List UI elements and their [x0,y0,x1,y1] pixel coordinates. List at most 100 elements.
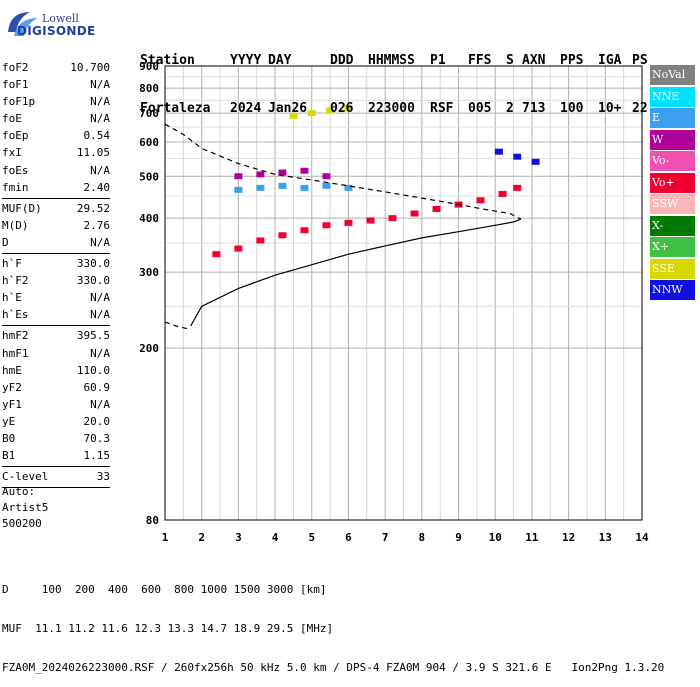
header-label: AXN [522,53,546,68]
param-row: foF1 N/A [2,76,110,93]
legend-item: X- [650,215,695,236]
header-value: 2024 [230,101,262,116]
param-row: C-level 33 [2,468,110,485]
density-profiles [164,123,522,330]
x-tick-label: 11 [525,531,539,544]
footer-file-info: FZA0M_2024026223000.RSF / 260fx256h 50 k… [2,661,665,674]
footer-muf-row: MUF 11.1 11.2 11.6 12.3 13.3 14.7 18.9 2… [2,622,334,635]
param-name: B1 [2,449,16,463]
echo-point [498,190,507,197]
header-label: PS [632,53,648,68]
profile-line-solid [190,218,522,327]
param-name: B0 [2,431,16,445]
echo-point [278,182,287,189]
param-name: fmin [2,180,29,194]
param-value: 110.0 [76,363,110,377]
echo-trace [494,148,540,165]
polarization-legend: NoVal NNE E W Vo- Vo+ SSW X- X+ SSE NNW [650,65,695,302]
echo-point [344,184,353,191]
param-row: foE N/A [2,110,110,127]
param-value: N/A [90,291,110,305]
param-row: foF1p N/A [2,93,110,110]
echo-point [307,110,316,117]
header-value: 22 [632,101,648,116]
param-row: MUF(D) 29.52 [2,200,110,217]
echo-point [278,232,287,239]
x-tick-label: 5 [308,531,315,544]
header-values-row: Fortaleza 2024 Jan26 026 223000 RSF 005 2 713 100… [140,101,656,117]
auto-version: 500200 [2,517,42,530]
echo-point [344,219,353,226]
echo-point [278,169,287,176]
echo-point [289,112,298,119]
header-label: Station [140,53,195,68]
echo-point [322,182,331,189]
param-value: 11.05 [76,146,110,160]
echo-point [256,171,265,178]
header-value: 2 [506,101,514,116]
param-row: h`F2 330.0 [2,272,110,289]
param-row: B1 1.15 [2,447,110,464]
param-row: foEs N/A [2,162,110,179]
param-name: yF1 [2,397,22,411]
param-value: 10.700 [70,61,110,74]
echo-point [344,104,353,111]
header-label: PPS [560,53,584,68]
echo-point [212,251,221,258]
footer-distance-row: D 100 200 400 600 800 1000 1500 3000 [km… [2,583,327,596]
echo-trace [234,167,331,180]
legend-item: E [650,108,695,128]
grid-lines [164,65,643,521]
echo-point [476,197,485,204]
legend-item: X+ [650,237,695,257]
y-tick-label: 200 [139,342,159,355]
legend-item: NNE [650,86,695,107]
header-value: Fortaleza [140,101,211,116]
scaled-parameters-panel: foF2 10.700 foF1 N/A foF1p N/A foE N/A foEp 0.54 f… [2,59,110,489]
param-value: 395.5 [76,329,110,343]
param-name: MUF(D) [2,201,42,215]
legend-item: W [650,129,695,150]
echo-point [234,173,243,180]
param-name: foEp [2,129,29,143]
header-label: DDD [330,53,354,68]
y-tick-label: 700 [139,107,159,120]
param-row: fmin 2.40 [2,179,110,196]
param-row: hmF2 395.5 [2,327,110,344]
header-label: IGA [598,53,622,68]
header-value: 005 [468,101,492,116]
echo-point [300,184,309,191]
echo-point [432,205,441,212]
x-tick-label: 2 [198,531,205,544]
param-row: foEp 0.54 [2,127,110,144]
param-name: hmE [2,363,22,377]
param-row: h`F 330.0 [2,255,110,272]
header-label: DAY [268,53,292,68]
profile-line-dashed [164,123,522,220]
param-name: D [2,235,9,249]
param-row: h`E N/A [2,289,110,306]
param-value: N/A [90,346,110,360]
param-row: B0 70.3 [2,430,110,447]
param-value: 1.15 [83,449,111,463]
echo-trace [234,182,353,193]
header-label: FFS [468,53,492,68]
param-value: N/A [90,95,110,109]
legend-item: SSW [650,194,695,214]
x-tick-label: 10 [489,531,502,544]
param-value: 33 [96,470,110,484]
x-tick-label: 8 [419,531,426,544]
param-name: yF2 [2,380,22,394]
param-separator [2,325,110,327]
echo-point [256,237,265,244]
param-value: N/A [90,308,110,322]
y-tick-label: 800 [139,82,159,95]
legend-item: Vo+ [650,172,695,193]
param-value: N/A [90,235,110,249]
echo-point [513,153,522,160]
param-value: 29.52 [76,201,110,215]
param-row: M(D) 2.76 [2,217,110,234]
param-separator [2,197,110,199]
x-tick-label: 13 [599,531,612,544]
echo-point [322,222,331,229]
